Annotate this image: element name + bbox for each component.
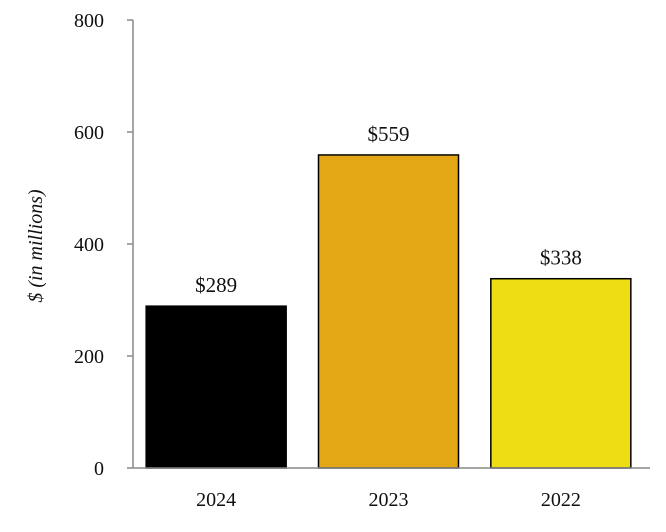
x-tick-label-2024: 2024 [196, 489, 236, 511]
y-axis-ticks: 0 200 400 600 800 [74, 10, 133, 480]
value-labels: $289 $559 $338 [195, 122, 582, 297]
y-tick-label: 400 [74, 234, 104, 256]
value-label-2022: $338 [540, 246, 582, 270]
x-tick-label-2023: 2023 [369, 489, 409, 511]
y-tick-label: 800 [74, 10, 104, 32]
x-axis-ticks: 2024 2023 2022 [196, 489, 581, 511]
bar-2024 [145, 305, 287, 469]
value-label-2023: $559 [368, 122, 410, 146]
y-tick-label: 200 [74, 346, 104, 368]
value-label-2024: $289 [195, 273, 237, 297]
y-tick-label: 0 [94, 458, 104, 480]
bars [145, 154, 632, 469]
y-tick-label: 600 [74, 122, 104, 144]
bar-2023 [317, 154, 460, 469]
x-tick-label-2022: 2022 [541, 489, 581, 511]
y-axis-label: $ (in millions) [25, 189, 47, 303]
bar-2022 [490, 277, 632, 469]
